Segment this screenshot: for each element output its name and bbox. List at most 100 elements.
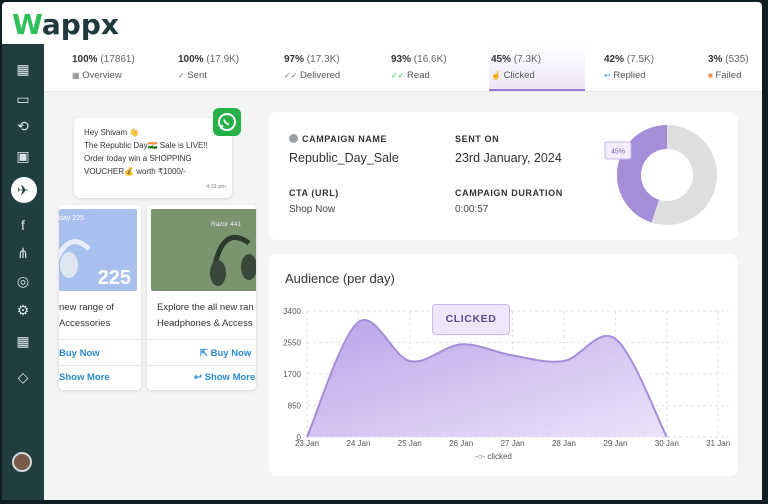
whatsapp-icon	[213, 108, 241, 136]
app-logo[interactable]: Wappx	[12, 8, 119, 41]
product-1-desc-line1: new range of	[59, 302, 114, 313]
preview-line-3: Order today win a SHOPPING	[84, 154, 192, 163]
buy-now-label-2: Buy Now	[210, 348, 252, 359]
sidebar: ▦ ▭ ⟲ ▣ ✈ f ⋔ ◎ ⚙ ▦ ◇	[2, 44, 44, 500]
history-icon[interactable]: ⟲	[17, 118, 29, 134]
product-1-desc-line2: Accessories	[59, 318, 111, 329]
top-bar: Wappx	[2, 2, 762, 44]
tab-overview[interactable]: 100% (17861) ▦ Overview	[70, 44, 168, 91]
cta-label: CTA (URL)	[289, 188, 339, 198]
tab-read[interactable]: 93% (16.6K) ✓✓ Read	[389, 44, 487, 91]
tab-percent-value: 45%	[491, 54, 512, 65]
tab-percent-value: 93%	[391, 54, 412, 65]
tag-icon[interactable]: ◇	[17, 369, 29, 385]
buy-now-button-1[interactable]: Buy Now	[59, 348, 100, 359]
tab-percent-value: 100%	[72, 54, 98, 65]
product-2-desc: Explore the all new ran Headphones & Acc…	[157, 300, 254, 332]
failed-icon: ■	[708, 71, 713, 80]
x-tick-label: 23 Jan	[295, 439, 319, 448]
headphone-image-1	[59, 239, 91, 278]
tab-count: (17.3K)	[306, 54, 340, 65]
preview-line-1: Hey Shivam 👋	[84, 128, 140, 137]
campaign-name-value: Republic_Day_Sale	[289, 151, 399, 165]
x-tick-label: 27 Jan	[501, 439, 525, 448]
sent-on-label: SENT ON	[455, 134, 500, 144]
tab-count: (16.6K)	[413, 54, 447, 65]
divider	[147, 339, 256, 340]
settings-icon[interactable]: ⚙	[16, 302, 30, 318]
product-2-desc-line1: Explore the all new ran	[157, 302, 254, 313]
tab-label-text: Failed	[715, 70, 742, 81]
tab-delivered[interactable]: 97% (17.3K) ✓✓ Delivered	[282, 44, 380, 91]
duration-label: CAMPAIGN DURATION	[455, 188, 563, 198]
y-tick-label: 1700	[283, 370, 301, 379]
tab-count: (7.3K)	[513, 54, 542, 65]
tab-failed[interactable]: 3% (535) ■ Failed	[706, 44, 760, 91]
dashboard-icon[interactable]: ▦	[16, 61, 30, 77]
campaign-card: CAMPAIGN NAME Republic_Day_Sale SENT ON …	[269, 112, 738, 240]
tab-label-text: Overview	[82, 70, 122, 81]
tab-percent-value: 100%	[178, 54, 204, 65]
series-clicked-area	[307, 319, 667, 437]
chart-legend[interactable]: -○- clicked	[475, 452, 512, 461]
audience-card: Audience (per day) 0 850 1700 2550 3400 23 Ja…	[269, 254, 738, 476]
check-icon: ✓	[178, 71, 185, 80]
external-link-icon: ⇱	[200, 348, 208, 359]
divider	[147, 365, 256, 366]
tab-label: ✓✓ Read	[391, 70, 430, 81]
x-tick-label: 28 Jan	[552, 439, 576, 448]
tab-count: (7.5K)	[626, 54, 655, 65]
tab-label-text: Read	[407, 70, 430, 81]
tab-clicked[interactable]: 45% (7.3K) ☝ Clicked	[489, 44, 585, 91]
clicked-donut-chart: 45%	[604, 125, 717, 225]
payment-icon[interactable]: ◎	[16, 273, 30, 289]
tab-percent: 97% (17.3K)	[284, 54, 340, 65]
apps-icon[interactable]: ▦	[16, 333, 30, 349]
reply-arrow-icon: ↩	[194, 372, 202, 383]
user-avatar[interactable]	[12, 452, 32, 472]
read-icon: ✓✓	[391, 71, 405, 80]
tab-percent-value: 97%	[284, 54, 305, 65]
campaign-icon[interactable]: ✈	[17, 182, 29, 198]
tab-label: ✓ Sent	[178, 70, 207, 81]
show-more-button-1[interactable]: Show More	[59, 372, 110, 383]
product-2-tag: Razor 441	[211, 221, 241, 228]
flow-icon[interactable]: ⋔	[17, 245, 29, 261]
tab-label: ▦ Overview	[72, 70, 122, 81]
chart-tooltip: CLICKED	[432, 304, 510, 335]
headphone-image-2	[210, 235, 256, 286]
facebook-icon[interactable]: f	[21, 217, 25, 233]
contacts-icon[interactable]: ▣	[16, 148, 30, 164]
tab-replied[interactable]: 42% (7.5K) ↩ Replied	[602, 44, 700, 91]
tab-percent-value: 42%	[604, 54, 625, 65]
sidebar-active-indicator	[11, 177, 37, 203]
product-card-1: day 225 225 new range of Accessories Buy…	[59, 205, 141, 390]
product-1-tag: day 225	[59, 215, 84, 222]
tab-label-text: Replied	[613, 70, 646, 81]
divider	[59, 339, 141, 340]
donut-label-box	[604, 141, 632, 160]
show-more-label-2: Show More	[204, 372, 256, 383]
campaign-name-label: CAMPAIGN NAME	[289, 134, 387, 144]
tab-count: (535)	[725, 54, 749, 65]
duration-value: 0:00:57	[455, 204, 489, 215]
y-tick-label: 0	[297, 433, 302, 442]
tab-sent[interactable]: 100% (17.9K) ✓ Sent	[176, 44, 274, 91]
y-tick-label: 850	[288, 402, 302, 411]
tab-count: (17861)	[100, 54, 135, 65]
audience-chart: 0 850 1700 2550 3400 23 Jan 24 Jan 25 Jan 26 Jan…	[283, 307, 730, 448]
tab-percent: 100% (17861)	[72, 54, 135, 65]
legend-label: clicked	[487, 452, 512, 461]
tab-label: ☝ Clicked	[491, 70, 535, 81]
tab-percent-value: 3%	[708, 54, 723, 65]
donut-percent-label: 45%	[611, 149, 625, 156]
tab-percent: 3% (535)	[708, 54, 749, 65]
buy-now-button-2[interactable]: ⇱ Buy Now	[200, 348, 251, 359]
product-image-2: Razor 441	[151, 209, 256, 291]
cta-value: Shop Now	[289, 204, 336, 215]
messages-icon[interactable]: ▭	[16, 91, 30, 107]
show-more-button-2[interactable]: ↩ Show More	[194, 372, 255, 383]
donut-clicked-slice	[617, 125, 668, 223]
pointer-icon: ☝	[491, 71, 501, 80]
preview-time: 4:31 pm	[206, 184, 226, 190]
